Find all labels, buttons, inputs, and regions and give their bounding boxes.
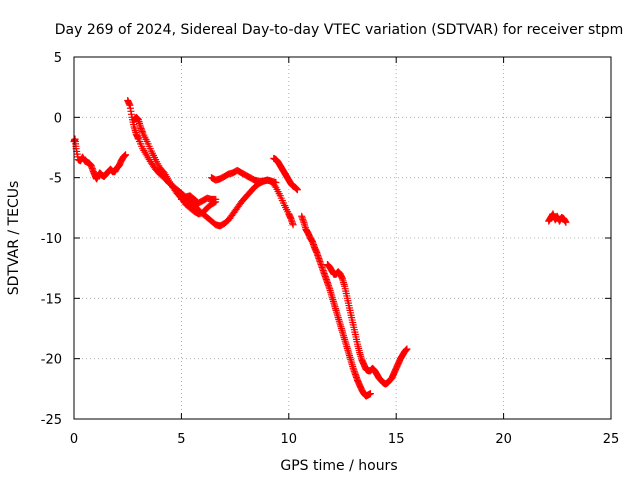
x-tick-label: 20 (495, 432, 512, 447)
y-axis-title: SDTVAR / TECUs (6, 181, 22, 296)
series-arc-e (177, 192, 220, 207)
y-tick-label: 0 (54, 111, 62, 126)
gridlines (74, 57, 611, 419)
x-axis-title: GPS time / hours (280, 458, 397, 474)
y-tick-label: -15 (41, 292, 62, 307)
data-point (366, 390, 374, 398)
series-arc-g (298, 212, 374, 400)
chart-title: Day 269 of 2024, Sidereal Day-to-day VTE… (55, 22, 624, 38)
x-tick-label: 15 (388, 432, 405, 447)
series-arc-d (207, 166, 280, 186)
data-point (289, 221, 297, 229)
y-tick-label: -20 (41, 353, 62, 368)
data-marks (70, 96, 570, 400)
y-tick-label: 5 (54, 51, 62, 66)
x-tick-label: 10 (281, 432, 298, 447)
data-point (403, 345, 411, 353)
y-tick-labels: 5 0 -5 -10 -15 -20 -25 (41, 51, 62, 428)
data-point (122, 151, 130, 159)
data-point (562, 218, 570, 226)
series-arc-i (545, 210, 570, 226)
x-tick-label: 5 (177, 432, 185, 447)
x-tick-label: 25 (603, 432, 620, 447)
series-arc-h (323, 261, 411, 388)
x-tick-label: 0 (70, 432, 78, 447)
data-point (272, 178, 280, 186)
axis-ticks (73, 56, 612, 420)
series-arc-f (270, 154, 301, 194)
y-tick-label: -10 (41, 232, 62, 247)
data-point (293, 186, 301, 194)
y-tick-label: -5 (49, 172, 62, 187)
series-arc-a (70, 135, 130, 183)
x-tick-labels: 0 5 10 15 20 25 (70, 432, 619, 447)
data-point (212, 195, 220, 203)
y-tick-label: -25 (41, 413, 62, 428)
